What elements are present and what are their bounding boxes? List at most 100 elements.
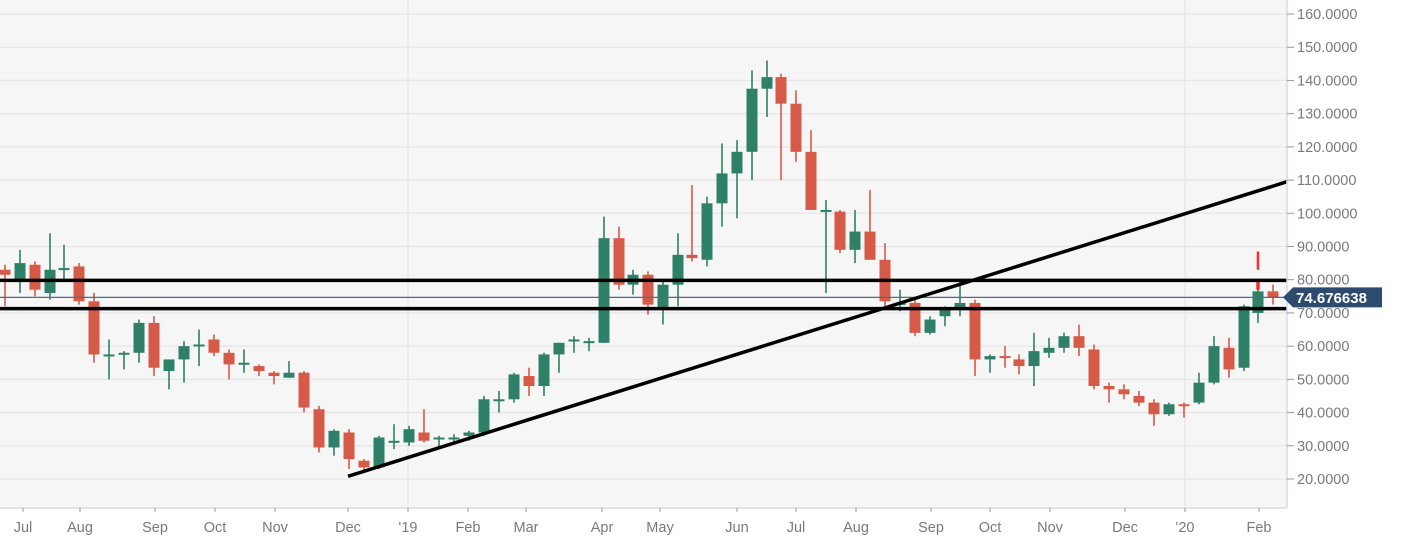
- x-tick-label: Oct: [204, 520, 227, 536]
- y-tick-label: 40.0000: [1297, 406, 1349, 422]
- candle-up: [328, 429, 340, 456]
- candle-up: [538, 352, 550, 396]
- candle-body: [148, 322, 160, 368]
- x-tick-label: Jul: [787, 520, 806, 536]
- candle-up: [448, 434, 460, 443]
- candle-body: [746, 88, 758, 152]
- candle-down: [805, 130, 817, 210]
- y-axis[interactable]: 160.0000 150.0000 140.0000 130.0000 120.0000…: [1287, 7, 1357, 488]
- candle-down: [790, 90, 802, 162]
- candle-down: [864, 190, 876, 260]
- candle-body: [731, 151, 743, 174]
- candle-up: [1058, 332, 1070, 353]
- candle-down: [969, 299, 981, 377]
- candle-body: [775, 77, 787, 104]
- candles: [0, 60, 1279, 473]
- x-tick-label: Apr: [591, 520, 614, 536]
- candle-down: [1103, 382, 1115, 403]
- candle-body: [298, 372, 310, 408]
- x-axis[interactable]: Jul Aug Sep Oct Nov Dec '19 Feb Mar Apr May Jun Jul A…: [14, 508, 1272, 536]
- x-tick-label: Dec: [335, 520, 361, 536]
- candle-body: [1267, 291, 1279, 298]
- candle-body: [864, 231, 876, 260]
- candle-up: [731, 140, 743, 219]
- candle-body: [686, 254, 698, 259]
- candle-body: [1252, 291, 1264, 313]
- candle-up: [984, 354, 996, 373]
- y-tick-label: 110.0000: [1297, 173, 1356, 189]
- candle-up: [163, 359, 175, 390]
- x-tick-label: '20: [1176, 520, 1195, 536]
- candle-body: [1028, 351, 1040, 367]
- candle-up: [508, 372, 520, 403]
- candle-body: [88, 301, 100, 355]
- candle-up: [820, 199, 832, 293]
- candle-body: [642, 274, 654, 305]
- candle-down: [1148, 399, 1160, 426]
- candle-body: [29, 264, 41, 290]
- candle-body: [508, 374, 520, 400]
- candle-body: [820, 209, 832, 212]
- candle-up: [672, 233, 684, 307]
- candle-body: [523, 376, 535, 386]
- candle-down: [686, 185, 698, 262]
- candle-down: [909, 299, 921, 337]
- x-tick-label: Aug: [843, 520, 869, 536]
- y-tick-label: 70.0000: [1297, 306, 1349, 322]
- candle-body: [1103, 385, 1115, 390]
- current-price-tag: 74.676638: [1283, 287, 1382, 308]
- candle-body: [133, 322, 145, 353]
- candle-body: [448, 437, 460, 440]
- x-tick-label: Oct: [979, 520, 1002, 536]
- y-tick-label: 140.0000: [1297, 73, 1357, 89]
- candle-body: [403, 429, 415, 443]
- candle-body: [1118, 389, 1130, 395]
- x-tick-label: Feb: [456, 520, 481, 536]
- x-tick-label: Jul: [14, 520, 33, 536]
- candle-up: [1193, 372, 1205, 405]
- candle-body: [805, 151, 817, 210]
- candle-body: [1178, 404, 1190, 407]
- candle-body: [1208, 346, 1220, 383]
- x-tick-label: May: [646, 520, 674, 536]
- candle-body: [418, 432, 430, 441]
- candle-up: [14, 249, 26, 293]
- candle-body: [613, 238, 625, 285]
- candle-body: [463, 432, 475, 436]
- candle-body: [238, 362, 250, 365]
- candle-body: [193, 344, 205, 347]
- candle-down: [1118, 384, 1130, 400]
- candle-up: [761, 60, 773, 117]
- candle-body: [984, 356, 996, 360]
- x-tick-label: Nov: [1037, 520, 1064, 536]
- candle-down: [1073, 324, 1085, 357]
- y-tick-label: 80.0000: [1297, 273, 1349, 289]
- candle-body: [657, 284, 669, 308]
- candle-body: [118, 352, 130, 355]
- x-tick-label: Nov: [262, 520, 289, 536]
- candle-body: [1223, 347, 1235, 370]
- candle-up: [583, 337, 595, 352]
- candle-up: [373, 435, 385, 470]
- candle-up: [1163, 402, 1175, 416]
- candle-up: [193, 329, 205, 367]
- candle-body: [761, 77, 773, 89]
- y-tick-label: 90.0000: [1297, 239, 1349, 255]
- candle-body: [1013, 359, 1025, 367]
- candle-up: [403, 425, 415, 446]
- candle-body: [834, 211, 846, 250]
- candle-down: [253, 364, 265, 377]
- price-tag-shape: [1283, 287, 1382, 308]
- candle-body: [672, 254, 684, 285]
- candle-down: [1178, 402, 1190, 418]
- candle-down: [148, 316, 160, 377]
- candle-body: [553, 342, 565, 355]
- plot-area[interactable]: [0, 0, 1287, 508]
- candle-body: [328, 430, 340, 448]
- y-tick-label: 150.0000: [1297, 40, 1357, 56]
- candle-body: [849, 231, 861, 250]
- candle-up: [1043, 337, 1055, 358]
- candle-body: [924, 319, 936, 333]
